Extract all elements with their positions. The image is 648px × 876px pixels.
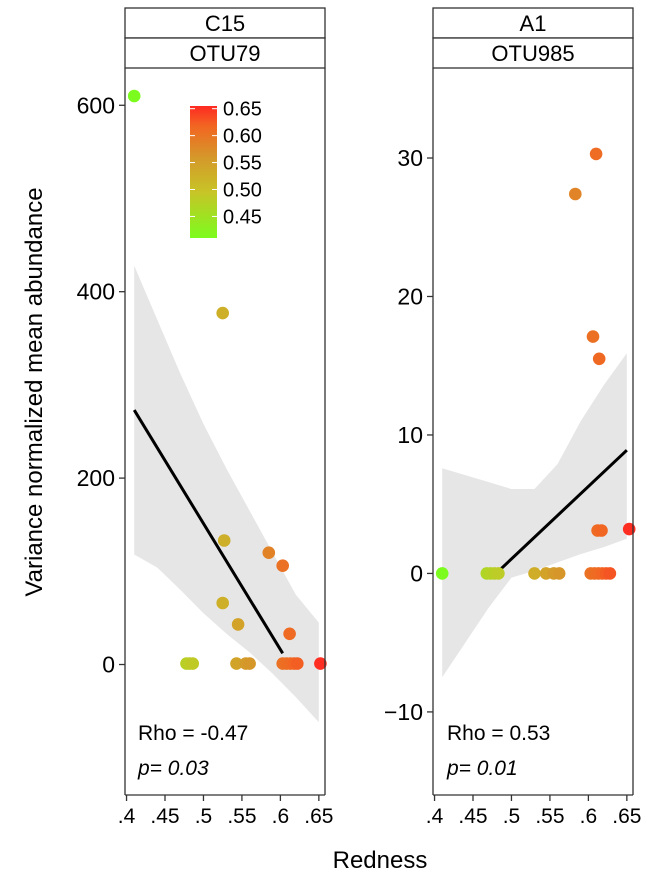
- x-ticks-left: .4 .45 .5 .55 .6 .65: [118, 795, 333, 828]
- y-tick-label: 0: [410, 560, 423, 586]
- regression-line: [495, 449, 628, 575]
- colorbar-ticks: 0.65 0.60 0.55 0.50 0.45: [190, 99, 262, 228]
- data-point: [569, 187, 582, 201]
- ci-band: [442, 353, 627, 678]
- data-point: [127, 89, 141, 103]
- data-point: [595, 524, 608, 537]
- color-legend: 0.65 0.60 0.55 0.50 0.45: [190, 99, 262, 238]
- annotation-rho-right: Rho = 0.53: [447, 722, 550, 745]
- panel-right: A1 OTU985 −10 0 10 20 30 .4 .45 .5 .55 .6 .65 Rho…: [384, 7, 641, 828]
- x-tick-label: .4: [118, 805, 136, 828]
- data-point: [492, 567, 505, 580]
- x-tick-label: .6: [272, 805, 290, 828]
- annotation-rho-left: Rho = -0.47: [138, 722, 248, 745]
- ci-band-left: [134, 265, 319, 723]
- data-point: [592, 352, 606, 366]
- data-point: [217, 534, 231, 547]
- y-ticks-left: 0 200 400 600: [77, 92, 125, 678]
- data-point: [276, 559, 290, 572]
- strip-top-right: [432, 7, 634, 39]
- colorbar-tick-label: 0.65: [223, 99, 262, 121]
- colorbar-tick-label: 0.55: [223, 153, 262, 175]
- data-point: [552, 567, 566, 580]
- y-tick-label: 600: [77, 92, 115, 118]
- x-tick-label: .5: [503, 805, 521, 828]
- x-tick-label: .55: [535, 805, 564, 828]
- data-point: [314, 657, 327, 670]
- y-tick-label: 20: [397, 283, 423, 309]
- x-tick-label: .5: [195, 805, 213, 828]
- x-tick-label: .4: [426, 805, 444, 828]
- data-point: [603, 567, 617, 580]
- colorbar-tick-label: 0.50: [223, 180, 262, 202]
- fit-line-right: [495, 449, 628, 575]
- x-tick-label: .55: [227, 805, 256, 828]
- ci-band-right: [442, 353, 627, 678]
- y-tick-label: −10: [384, 699, 423, 725]
- data-point: [262, 546, 276, 559]
- data-point: [435, 567, 449, 580]
- data-point: [231, 618, 245, 631]
- y-tick-label: 10: [397, 422, 423, 448]
- colorbar: [190, 106, 217, 238]
- strip-top-left: [124, 7, 326, 39]
- x-tick-label: .6: [580, 805, 598, 828]
- regression-line: [132, 409, 284, 655]
- strip-bottom-left-label: OTU79: [190, 41, 261, 66]
- strip-bottom-right: [432, 37, 634, 69]
- x-ticks-right: .4 .45 .5 .55 .6 .65: [426, 795, 641, 828]
- x-tick-label: .65: [612, 805, 641, 828]
- data-point: [586, 330, 600, 343]
- x-tick-label: .45: [150, 805, 179, 828]
- y-tick-label: 0: [102, 652, 115, 678]
- annotation-p-right: p= 0.01: [446, 757, 518, 780]
- data-point: [186, 657, 199, 670]
- y-ticks-right: −10 0 10 20 30: [384, 145, 433, 725]
- x-tick-label: .65: [304, 805, 333, 828]
- fit-line-left: [132, 409, 284, 655]
- strip-top-right-label: A1: [520, 11, 547, 36]
- points-left: [127, 89, 327, 670]
- annotation-p-left: p= 0.03: [137, 757, 209, 780]
- colorbar-tick-label: 0.60: [223, 126, 262, 148]
- data-point: [528, 567, 541, 580]
- colorbar-tick-label: 0.45: [223, 206, 262, 228]
- data-point: [216, 596, 229, 610]
- data-point: [291, 657, 304, 670]
- y-tick-label: 400: [77, 279, 115, 305]
- data-point: [230, 657, 243, 670]
- x-axis-title: Redness: [333, 847, 428, 874]
- data-point: [589, 147, 603, 161]
- ci-band: [134, 265, 319, 723]
- x-tick-label: .45: [458, 805, 487, 828]
- data-point: [283, 627, 296, 641]
- y-tick-label: 200: [77, 465, 115, 491]
- y-tick-label: 30: [397, 145, 423, 171]
- data-point: [216, 306, 229, 320]
- y-axis-title: Variance normalized mean abundance: [21, 187, 48, 596]
- data-point: [243, 657, 256, 670]
- strip-bottom-left: [124, 37, 326, 69]
- strip-bottom-right-label: OTU985: [491, 41, 574, 66]
- strip-top-left-label: C15: [205, 11, 245, 36]
- panel-left: C15 OTU79 0 200 400 600 .4 .45 .5 .55 .6 .65 Rho…: [77, 7, 333, 828]
